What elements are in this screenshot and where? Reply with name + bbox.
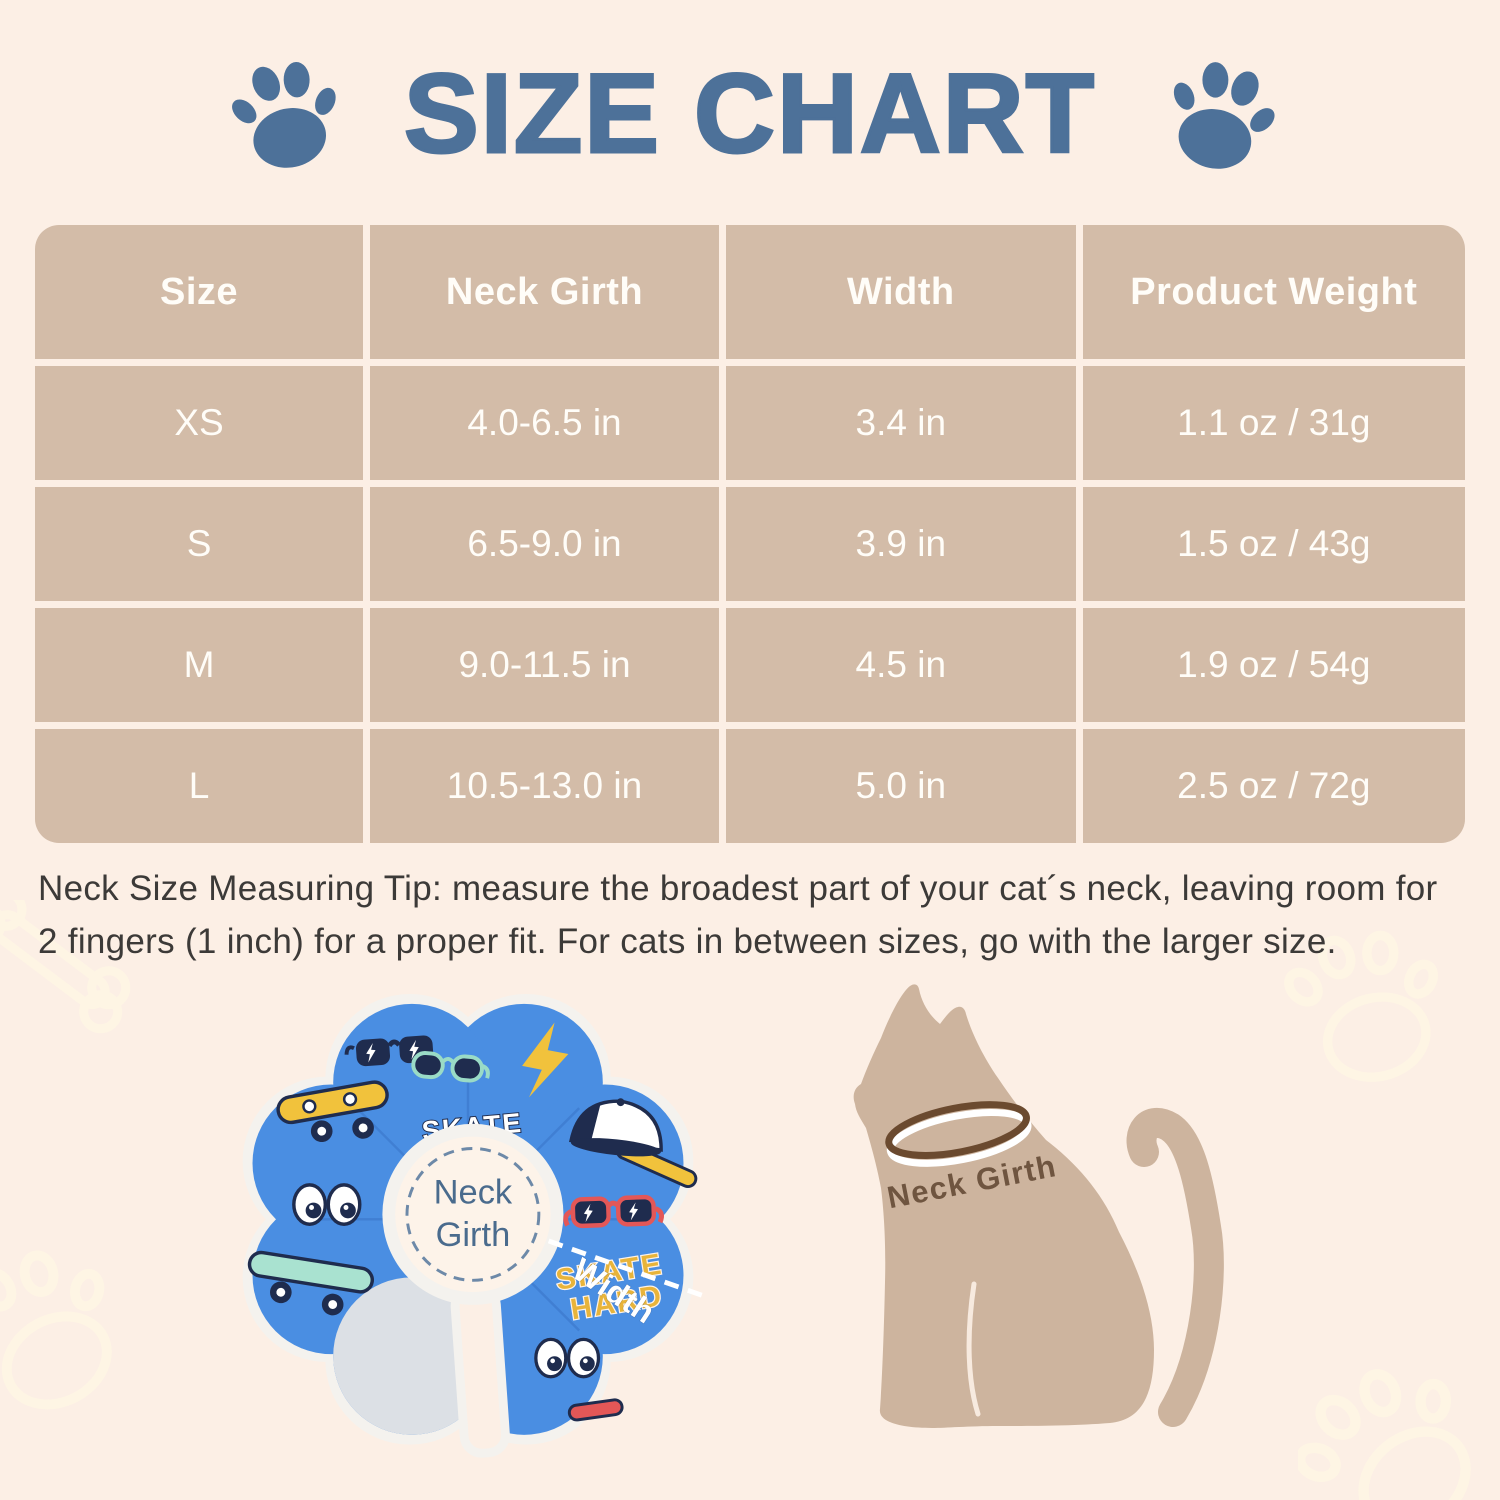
table-cell: 2.5 oz / 72g (1082, 729, 1465, 843)
table-cell: 1.9 oz / 54g (1082, 608, 1465, 722)
sunglasses-doodle-teal (411, 1051, 490, 1083)
table-cell: 4.5 in (725, 608, 1076, 722)
lightning-doodle (522, 1022, 569, 1098)
closure-slit (450, 1283, 510, 1458)
collar-product-illustration: SKATE SKATE HARD (242, 993, 705, 1458)
paw-icon (1173, 62, 1275, 169)
cat-body (853, 984, 1154, 1428)
column-header-size: Size (35, 225, 364, 359)
skateboard-doodle-yellow (276, 1080, 389, 1143)
paw-outline-icon (1298, 1369, 1471, 1500)
cap-doodle (569, 1098, 698, 1188)
neck-hole: Neck Girth (382, 1123, 564, 1305)
cat-tail (1126, 1108, 1224, 1427)
table-cell: L (35, 729, 364, 843)
measuring-tip-line1: Neck Size Measuring Tip: measure the bro… (38, 869, 1438, 908)
page-title: SIZE CHART (403, 49, 1096, 177)
bone-outline-icon (0, 900, 131, 1034)
table-cell: 10.5-13.0 in (370, 729, 719, 843)
cat-collar-ring (885, 1101, 1032, 1167)
paw-outline-icon (1284, 930, 1438, 1082)
red-board-doodle (567, 1398, 624, 1422)
paw-outline-icon (0, 1250, 112, 1410)
measuring-tip-line2: 2 fingers (1 inch) for a proper fit. For… (38, 922, 1337, 961)
table-cell: 1.5 oz / 43g (1082, 487, 1465, 601)
skate-hard-print: SKATE HARD (552, 1246, 666, 1327)
table-cell: 6.5-9.0 in (370, 487, 719, 601)
table-cell: 1.1 oz / 31g (1082, 366, 1465, 480)
column-header-product-weight: Product Weight (1082, 225, 1465, 359)
neck-girth-label: Neck (434, 1174, 513, 1212)
cat-leg-separation (966, 1281, 981, 1417)
paw-icon (232, 62, 336, 168)
measuring-tip: Neck Size Measuring Tip: measure the bro… (38, 862, 1478, 968)
table-cell: S (35, 487, 364, 601)
table-cell: 3.9 in (725, 487, 1076, 601)
cat-silhouette-diagram: Neck Girth (853, 984, 1224, 1428)
table-cell: 4.0-6.5 in (370, 366, 719, 480)
eyes-doodle (292, 1183, 362, 1226)
header: SIZE CHART (0, 38, 1500, 188)
table-cell: M (35, 608, 364, 722)
column-header-width: Width (725, 225, 1076, 359)
table-cell: 5.0 in (725, 729, 1076, 843)
table-cell: 3.4 in (725, 366, 1076, 480)
eyes-doodle (534, 1337, 601, 1379)
neck-girth-label: Girth (436, 1216, 511, 1254)
table-cell: XS (35, 366, 364, 480)
width-measure-line (547, 1238, 705, 1299)
size-table: Size Neck Girth Width Product Weight XS … (35, 225, 1465, 843)
skateboard-doodle-teal (247, 1250, 374, 1316)
column-header-neck-girth: Neck Girth (370, 225, 719, 359)
sunglasses-doodle-red (563, 1194, 664, 1229)
table-cell: 9.0-11.5 in (370, 608, 719, 722)
